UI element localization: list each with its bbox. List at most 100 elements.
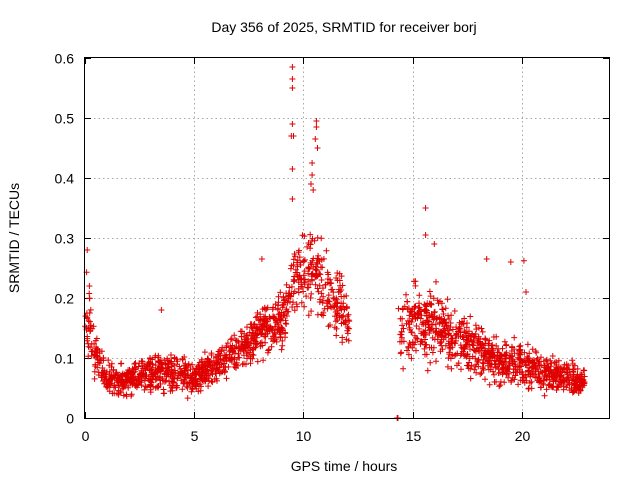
data-point xyxy=(526,357,533,364)
data-point xyxy=(404,347,410,354)
y-tick-label: 0.1 xyxy=(55,351,75,367)
data-point xyxy=(409,315,416,322)
y-axis-label: SRMTID / TECUs xyxy=(6,183,22,293)
data-point xyxy=(128,391,135,398)
data-point xyxy=(338,273,345,280)
data-point xyxy=(110,366,117,373)
data-points xyxy=(82,64,588,421)
data-point xyxy=(95,372,102,378)
data-point xyxy=(451,308,458,314)
data-point xyxy=(259,330,265,337)
data-point xyxy=(439,306,446,313)
data-point xyxy=(566,379,573,386)
data-point xyxy=(135,363,142,370)
data-point xyxy=(400,365,407,372)
data-point xyxy=(92,337,99,344)
data-point xyxy=(124,374,131,381)
data-point xyxy=(447,345,454,352)
data-point xyxy=(517,377,524,384)
data-point xyxy=(172,367,179,374)
data-point xyxy=(333,325,340,332)
data-point xyxy=(221,347,227,354)
data-point xyxy=(480,360,487,367)
data-point xyxy=(254,358,261,365)
data-point xyxy=(249,351,256,358)
data-point xyxy=(510,366,517,373)
data-point xyxy=(238,343,245,350)
data-point xyxy=(289,85,296,91)
data-point xyxy=(258,256,265,262)
data-point xyxy=(507,362,513,369)
data-point xyxy=(131,368,138,375)
data-point xyxy=(413,347,419,354)
data-point xyxy=(321,305,328,312)
data-point xyxy=(188,388,195,395)
data-point xyxy=(336,305,343,312)
data-point xyxy=(468,362,475,369)
data-point xyxy=(528,365,535,372)
data-point xyxy=(560,378,567,385)
data-point xyxy=(449,340,455,347)
data-point xyxy=(423,331,429,338)
data-point xyxy=(147,383,154,390)
data-point xyxy=(561,361,568,368)
y-tick-label: 0 xyxy=(66,411,74,427)
data-point xyxy=(323,247,330,254)
data-point xyxy=(258,339,265,346)
data-point xyxy=(483,256,490,262)
data-point xyxy=(228,335,235,342)
data-point xyxy=(490,368,496,375)
data-point xyxy=(335,286,342,293)
data-point xyxy=(174,375,181,382)
data-point xyxy=(300,288,307,295)
data-point xyxy=(309,271,315,278)
data-point xyxy=(524,353,531,360)
data-point xyxy=(444,296,451,303)
data-point xyxy=(129,380,136,387)
data-point xyxy=(497,352,504,359)
data-point xyxy=(319,264,326,271)
data-point xyxy=(445,330,452,337)
data-point xyxy=(487,353,494,360)
data-point xyxy=(166,378,172,385)
data-point xyxy=(184,380,191,387)
data-point xyxy=(433,315,440,322)
data-point xyxy=(221,360,228,367)
data-point xyxy=(280,293,287,300)
data-point xyxy=(147,389,154,396)
data-point xyxy=(491,371,497,378)
data-point xyxy=(96,355,103,362)
data-point xyxy=(549,353,556,359)
data-point xyxy=(399,322,406,329)
data-point xyxy=(426,330,433,337)
data-point xyxy=(432,321,439,328)
data-point xyxy=(141,360,147,367)
data-point xyxy=(548,369,555,376)
data-point xyxy=(289,121,296,127)
data-point xyxy=(547,357,554,364)
data-point xyxy=(514,354,521,361)
data-point xyxy=(482,376,488,383)
y-tick-label: 0.3 xyxy=(55,231,75,247)
data-point xyxy=(267,323,274,330)
data-point xyxy=(433,278,439,285)
data-point xyxy=(264,349,271,356)
data-point xyxy=(538,354,544,361)
data-point xyxy=(142,372,149,378)
data-point xyxy=(99,373,106,380)
data-point xyxy=(436,330,443,337)
data-point xyxy=(93,345,100,352)
data-point xyxy=(422,232,429,238)
data-point xyxy=(223,375,230,382)
data-point xyxy=(109,374,116,381)
data-point xyxy=(144,365,151,372)
data-point xyxy=(287,265,294,272)
data-point xyxy=(307,231,314,238)
data-point xyxy=(476,339,483,346)
data-point xyxy=(422,336,428,343)
data-point xyxy=(125,382,132,389)
data-point xyxy=(197,369,204,375)
data-point xyxy=(398,328,405,335)
data-point xyxy=(132,360,139,367)
data-point xyxy=(91,352,97,359)
